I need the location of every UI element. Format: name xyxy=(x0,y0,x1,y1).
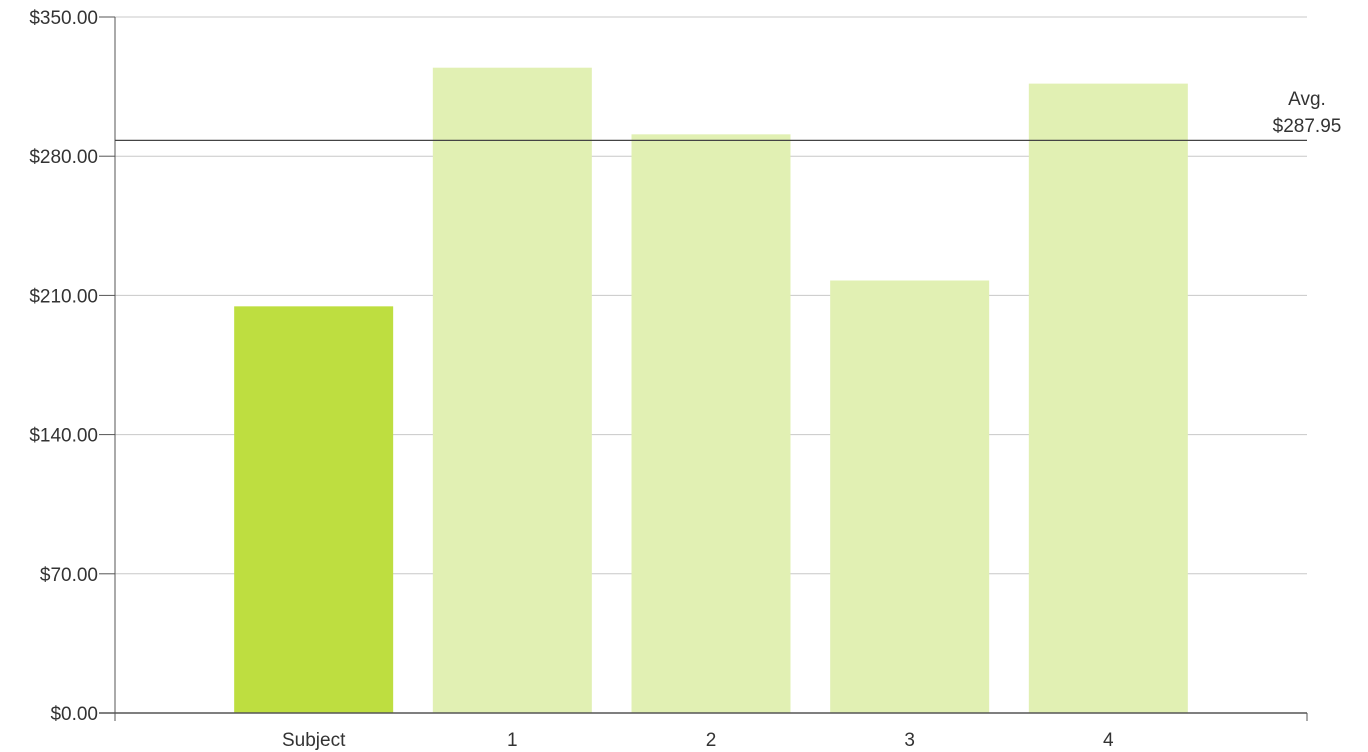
x-tick-label: 3 xyxy=(904,730,915,751)
bar-subject xyxy=(234,306,394,713)
x-tick-label: Subject xyxy=(282,730,346,751)
y-tick-label: $280.00 xyxy=(29,147,98,168)
average-label-title: Avg. xyxy=(1288,89,1326,110)
bar-3 xyxy=(830,280,990,713)
bars xyxy=(234,67,1188,714)
y-tick-label: $210.00 xyxy=(29,286,98,307)
y-axis-ticks: $0.00 $70.00 $140.00 $210.00 $280.00 $350.00 xyxy=(29,8,98,725)
y-tick-label: $140.00 xyxy=(29,426,98,447)
x-tick-label: 2 xyxy=(706,730,717,751)
x-axis-ticks: Subject 1 2 3 4 xyxy=(282,730,1114,751)
x-tick-label: 1 xyxy=(507,730,518,751)
axes xyxy=(99,16,1308,721)
y-tick-label: $350.00 xyxy=(29,8,98,29)
bar-4 xyxy=(1028,83,1188,714)
x-tick-label: 4 xyxy=(1103,730,1114,751)
average-line-group: Avg. $287.95 xyxy=(115,89,1342,141)
y-tick-label: $0.00 xyxy=(50,704,98,725)
bar-1 xyxy=(432,67,592,714)
bar-2 xyxy=(631,134,791,714)
y-tick-label: $70.00 xyxy=(40,565,98,586)
average-label-value: $287.95 xyxy=(1273,116,1342,137)
